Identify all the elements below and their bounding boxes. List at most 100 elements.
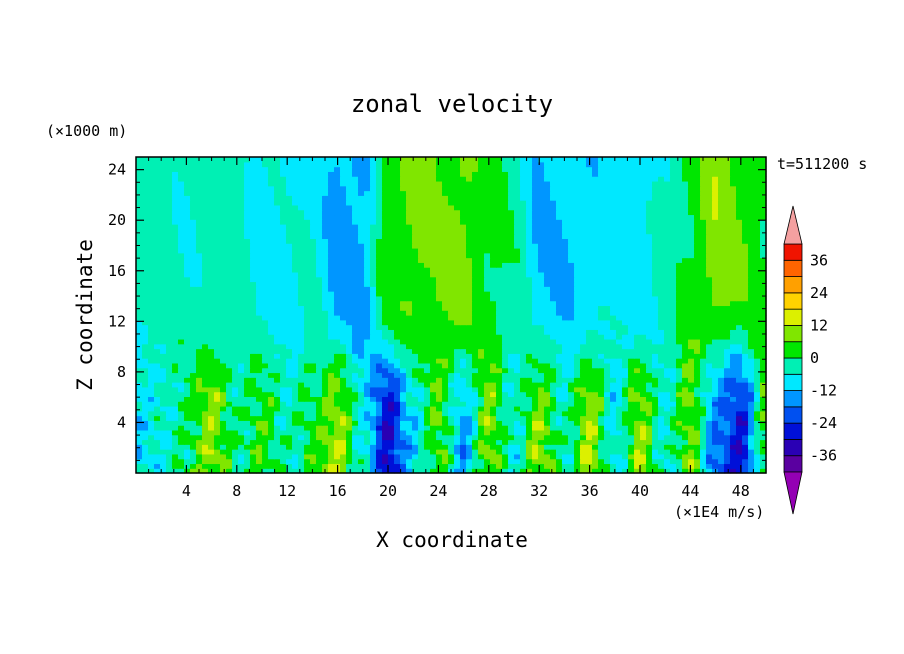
field-cell	[544, 439, 551, 445]
field-cell	[544, 271, 551, 278]
field-cell	[556, 353, 563, 359]
field-cell	[274, 319, 281, 326]
field-cell	[292, 281, 299, 287]
field-cell	[736, 338, 743, 345]
field-cell	[202, 267, 209, 273]
field-cell	[208, 243, 215, 249]
field-cell	[388, 396, 395, 402]
field-cell	[706, 425, 713, 431]
field-cell	[538, 343, 545, 350]
field-cell	[496, 300, 503, 307]
field-cell	[478, 415, 485, 421]
field-cell	[514, 410, 521, 417]
field-cell	[682, 362, 689, 369]
field-cell	[532, 453, 539, 460]
field-cell	[640, 271, 647, 278]
field-cell	[568, 348, 575, 354]
field-cell	[430, 319, 437, 326]
field-cell	[484, 276, 491, 283]
field-cell	[286, 372, 293, 378]
field-cell	[400, 334, 407, 340]
field-cell	[460, 405, 467, 412]
field-cell	[478, 405, 485, 412]
field-cell	[646, 353, 653, 359]
field-cell	[586, 247, 593, 254]
field-cell	[136, 429, 143, 436]
field-cell	[436, 338, 443, 345]
field-cell	[328, 463, 335, 469]
field-cell	[598, 382, 605, 388]
field-cell	[460, 386, 467, 393]
field-cell	[316, 401, 323, 407]
field-cell	[340, 405, 347, 412]
field-cell	[280, 348, 287, 354]
field-cell	[358, 338, 365, 345]
field-cell	[724, 425, 731, 431]
field-cell	[562, 300, 569, 307]
field-cell	[640, 329, 647, 335]
field-cell	[718, 305, 725, 311]
field-cell	[484, 353, 491, 359]
field-cell	[694, 362, 701, 369]
field-cell	[640, 247, 647, 254]
field-cell	[370, 401, 377, 407]
field-cell	[424, 257, 431, 263]
field-cell	[346, 386, 353, 393]
field-cell	[316, 271, 323, 278]
field-cell	[322, 377, 329, 383]
field-cell	[586, 353, 593, 359]
field-cell	[208, 367, 215, 374]
field-cell	[718, 410, 725, 417]
field-cell	[724, 286, 731, 292]
field-cell	[700, 420, 707, 426]
field-cell	[718, 468, 725, 474]
field-cell	[760, 281, 767, 287]
field-cell	[604, 396, 611, 402]
field-cell	[436, 247, 443, 254]
field-cell	[172, 295, 179, 302]
field-cell	[622, 420, 629, 426]
field-cell	[610, 425, 617, 431]
field-cell	[760, 276, 767, 283]
field-cell	[472, 329, 479, 335]
field-cell	[724, 420, 731, 426]
field-cell	[190, 382, 197, 388]
field-cell	[214, 286, 221, 292]
field-cell	[148, 319, 155, 326]
field-cell	[214, 267, 221, 273]
field-cell	[754, 391, 761, 397]
field-cell	[460, 338, 467, 345]
field-cell	[298, 315, 305, 321]
field-cell	[328, 281, 335, 287]
field-cell	[214, 453, 221, 460]
field-cell	[496, 463, 503, 469]
field-cell	[718, 291, 725, 297]
field-cell	[454, 324, 461, 330]
field-cell	[724, 305, 731, 311]
field-cell	[730, 372, 737, 378]
field-cell	[136, 468, 143, 474]
field-cell	[262, 276, 269, 283]
field-cell	[604, 468, 611, 474]
field-cell	[514, 434, 521, 441]
field-cell	[334, 353, 341, 359]
field-cell	[658, 338, 665, 345]
field-cell	[178, 281, 185, 287]
field-cell	[460, 286, 467, 292]
field-cell	[586, 439, 593, 445]
field-cell	[316, 458, 323, 465]
field-cell	[364, 453, 371, 460]
field-cell	[238, 310, 245, 316]
field-cell	[532, 252, 539, 259]
field-cell	[676, 453, 683, 460]
field-cell	[250, 425, 257, 431]
field-cell	[262, 291, 269, 297]
field-cell	[532, 391, 539, 397]
field-cell	[724, 386, 731, 393]
field-cell	[532, 377, 539, 383]
field-cell	[724, 247, 731, 254]
field-cell	[628, 410, 635, 417]
field-cell	[448, 252, 455, 259]
field-cell	[748, 358, 755, 364]
field-cell	[742, 276, 749, 283]
